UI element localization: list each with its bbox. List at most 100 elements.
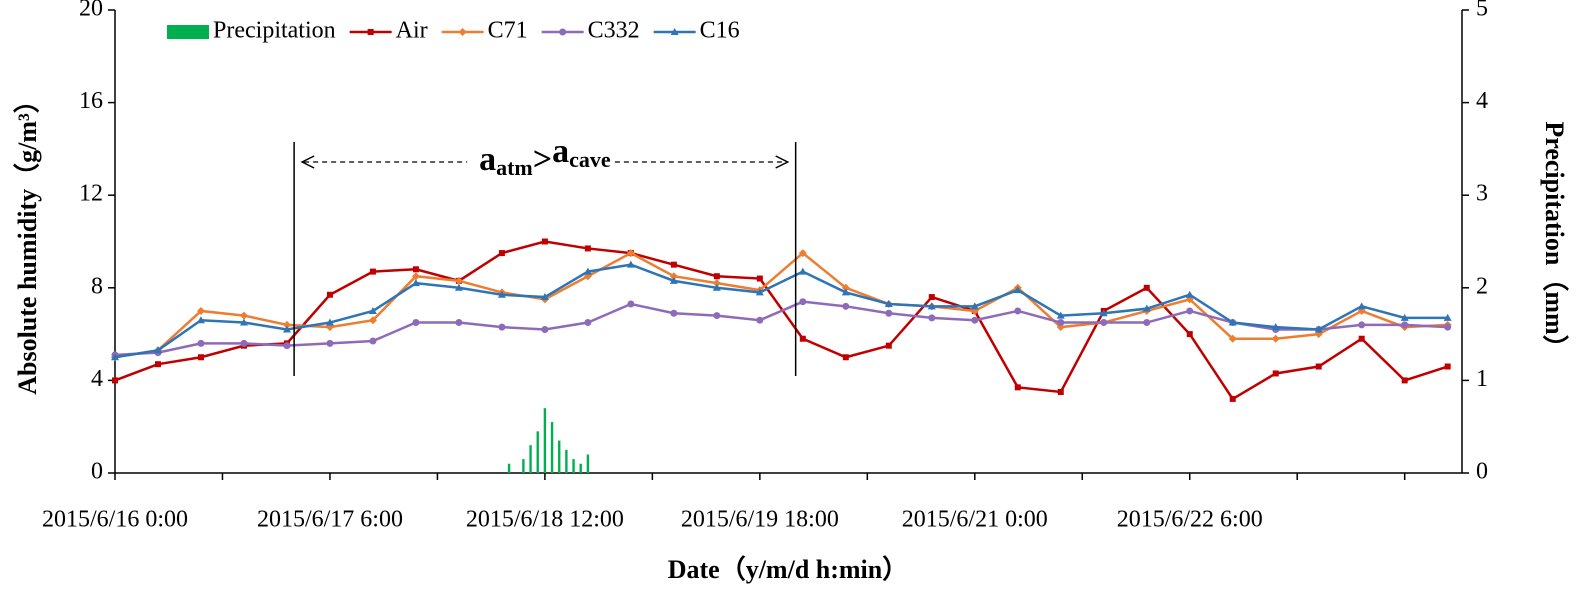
marker (669, 272, 678, 281)
y-tick-label: 16 (79, 88, 103, 114)
marker (885, 309, 893, 317)
annotation-text: aatm>acave (479, 133, 611, 180)
marker (1401, 377, 1408, 384)
marker (584, 319, 592, 327)
annotation-part: atm (496, 155, 533, 180)
annotation-part: cave (569, 147, 611, 172)
marker (1271, 323, 1280, 331)
marker (1057, 388, 1064, 395)
marker (454, 276, 463, 285)
x-axis-label: Date（y/m/d h:min） (668, 555, 909, 584)
marker (282, 320, 291, 329)
marker (1358, 335, 1365, 342)
marker (239, 311, 248, 320)
marker (454, 283, 463, 291)
marker (885, 342, 892, 349)
marker (197, 339, 205, 347)
marker (369, 268, 376, 275)
marker (756, 275, 763, 282)
marker (368, 306, 377, 314)
precipitation-bar (586, 454, 590, 473)
marker (1444, 363, 1451, 370)
legend-label: C332 (588, 18, 640, 44)
marker (1143, 284, 1150, 291)
marker (154, 361, 161, 368)
marker (541, 238, 548, 245)
marker (670, 309, 678, 317)
marker (1185, 290, 1194, 298)
marker (541, 325, 549, 333)
marker (1401, 321, 1409, 329)
precipitation-bar (543, 408, 547, 473)
series-line (114, 300, 1448, 357)
marker (670, 261, 677, 268)
marker (498, 250, 505, 257)
marker (884, 300, 893, 308)
marker (627, 300, 635, 308)
marker (626, 260, 635, 268)
y2-tick-label: 4 (1476, 88, 1488, 114)
marker (842, 354, 849, 361)
marker (1229, 395, 1236, 402)
marker (1056, 311, 1065, 319)
marker (1013, 286, 1022, 294)
marker (1443, 313, 1452, 321)
marker (1186, 331, 1193, 338)
y-tick-label: 4 (91, 366, 103, 392)
marker (411, 279, 420, 287)
marker (240, 339, 248, 347)
precipitation-bar (550, 422, 554, 473)
marker (412, 319, 420, 327)
legend-label: C16 (700, 18, 740, 44)
y-tick-label: 0 (91, 459, 103, 485)
marker (540, 293, 549, 301)
marker (1400, 313, 1409, 321)
marker (498, 323, 506, 331)
marker (1228, 334, 1237, 343)
series-line (114, 251, 1448, 359)
marker (1014, 307, 1022, 315)
y-axis-label: Absolute humidity（g/m³） (13, 87, 42, 395)
marker (669, 276, 678, 284)
marker (1099, 309, 1108, 317)
annotation-part: a (552, 133, 569, 170)
marker (755, 288, 764, 296)
precipitation-bar (572, 459, 575, 473)
marker (1142, 304, 1151, 312)
marker (670, 28, 679, 35)
marker (1014, 384, 1021, 391)
x-tick-label: 2015/6/21 0:00 (902, 507, 1048, 533)
y2-tick-label: 5 (1476, 0, 1488, 22)
series-line (114, 240, 1449, 401)
marker (239, 318, 248, 326)
marker (412, 266, 419, 273)
marker (841, 283, 850, 292)
marker (713, 273, 720, 280)
marker (584, 245, 591, 252)
marker (1315, 363, 1322, 370)
marker (282, 325, 291, 333)
marker (1358, 321, 1366, 329)
marker (626, 249, 635, 258)
legend-label: Precipitation (213, 18, 336, 44)
annotation-part: a (479, 141, 496, 178)
marker (1228, 318, 1237, 326)
marker (111, 353, 119, 361)
y2-tick-label: 2 (1476, 273, 1488, 299)
marker (1100, 319, 1108, 327)
series-line (114, 263, 1448, 359)
x-tick-label: 2015/6/18 12:00 (466, 507, 624, 533)
marker (798, 249, 807, 258)
marker (756, 316, 764, 324)
marker (196, 316, 205, 324)
y2-tick-label: 0 (1476, 459, 1488, 485)
marker (112, 377, 118, 384)
y2-axis-label: Precipitation（mm） (1540, 121, 1569, 360)
marker (971, 316, 979, 324)
y-tick-label: 20 (79, 0, 103, 22)
marker (197, 354, 204, 361)
x-tick-label: 2015/6/17 6:00 (257, 507, 403, 533)
marker (970, 302, 979, 310)
marker (153, 346, 162, 354)
